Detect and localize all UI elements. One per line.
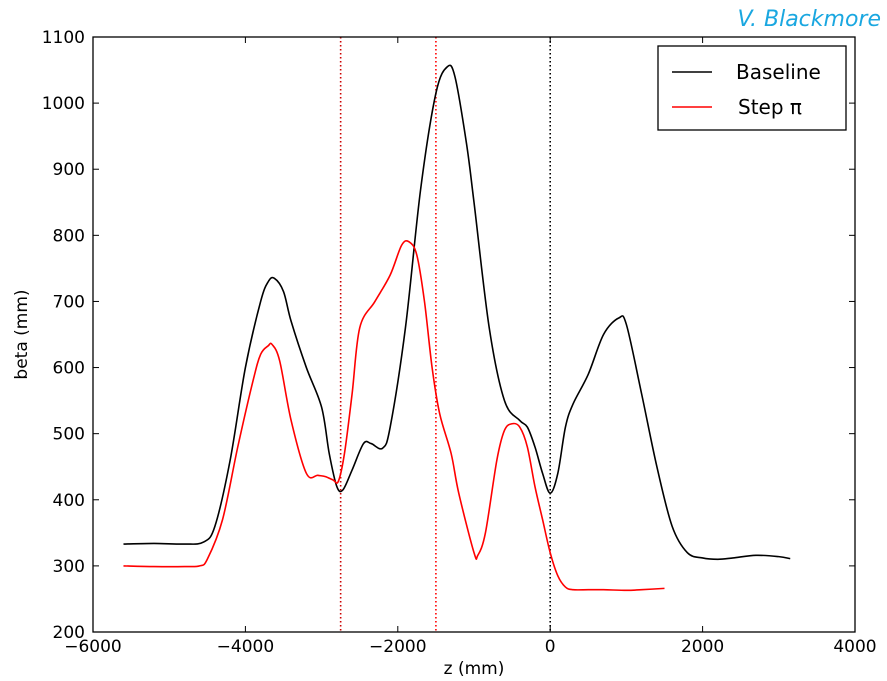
x-tick-label-4: 2000 — [681, 637, 724, 657]
x-tick-label-3: 0 — [545, 637, 556, 657]
y-tick-label-5: 700 — [53, 292, 85, 312]
x-tick-label-1: −4000 — [217, 637, 275, 657]
legend: Baseline Step π — [657, 45, 847, 131]
legend-label-step-pi: Step π — [738, 95, 802, 119]
y-tick-label-0: 200 — [53, 623, 85, 643]
y-tick-label-2: 400 — [53, 491, 85, 511]
y-tick-label-4: 600 — [53, 359, 85, 379]
plot-area — [123, 37, 791, 632]
y-tick-label-7: 900 — [53, 160, 85, 180]
y-axis-label: beta (mm) — [12, 289, 32, 379]
y-tick-labels: 200 300 400 500 600 700 800 900 1000 1100 — [42, 28, 85, 643]
author-credit: V. Blackmore — [737, 7, 881, 32]
x-axis-label: z (mm) — [444, 659, 505, 679]
x-tick-label-0: −6000 — [64, 637, 122, 657]
plot-frame — [92, 36, 856, 633]
series-line-step-pi — [123, 240, 665, 592]
axis-ticks — [92, 36, 856, 633]
y-tick-label-8: 1000 — [42, 94, 85, 114]
x-tick-label-5: 4000 — [833, 637, 876, 657]
legend-box — [657, 45, 847, 131]
y-tick-label-1: 300 — [53, 557, 85, 577]
x-tick-labels: −6000 −4000 −2000 0 2000 4000 — [64, 637, 876, 657]
series-line-baseline — [123, 64, 791, 561]
y-tick-label-3: 500 — [53, 425, 85, 445]
x-tick-label-2: −2000 — [369, 637, 427, 657]
y-tick-label-9: 1100 — [42, 28, 85, 48]
y-tick-label-6: 800 — [53, 226, 85, 246]
legend-label-baseline: Baseline — [736, 60, 821, 84]
